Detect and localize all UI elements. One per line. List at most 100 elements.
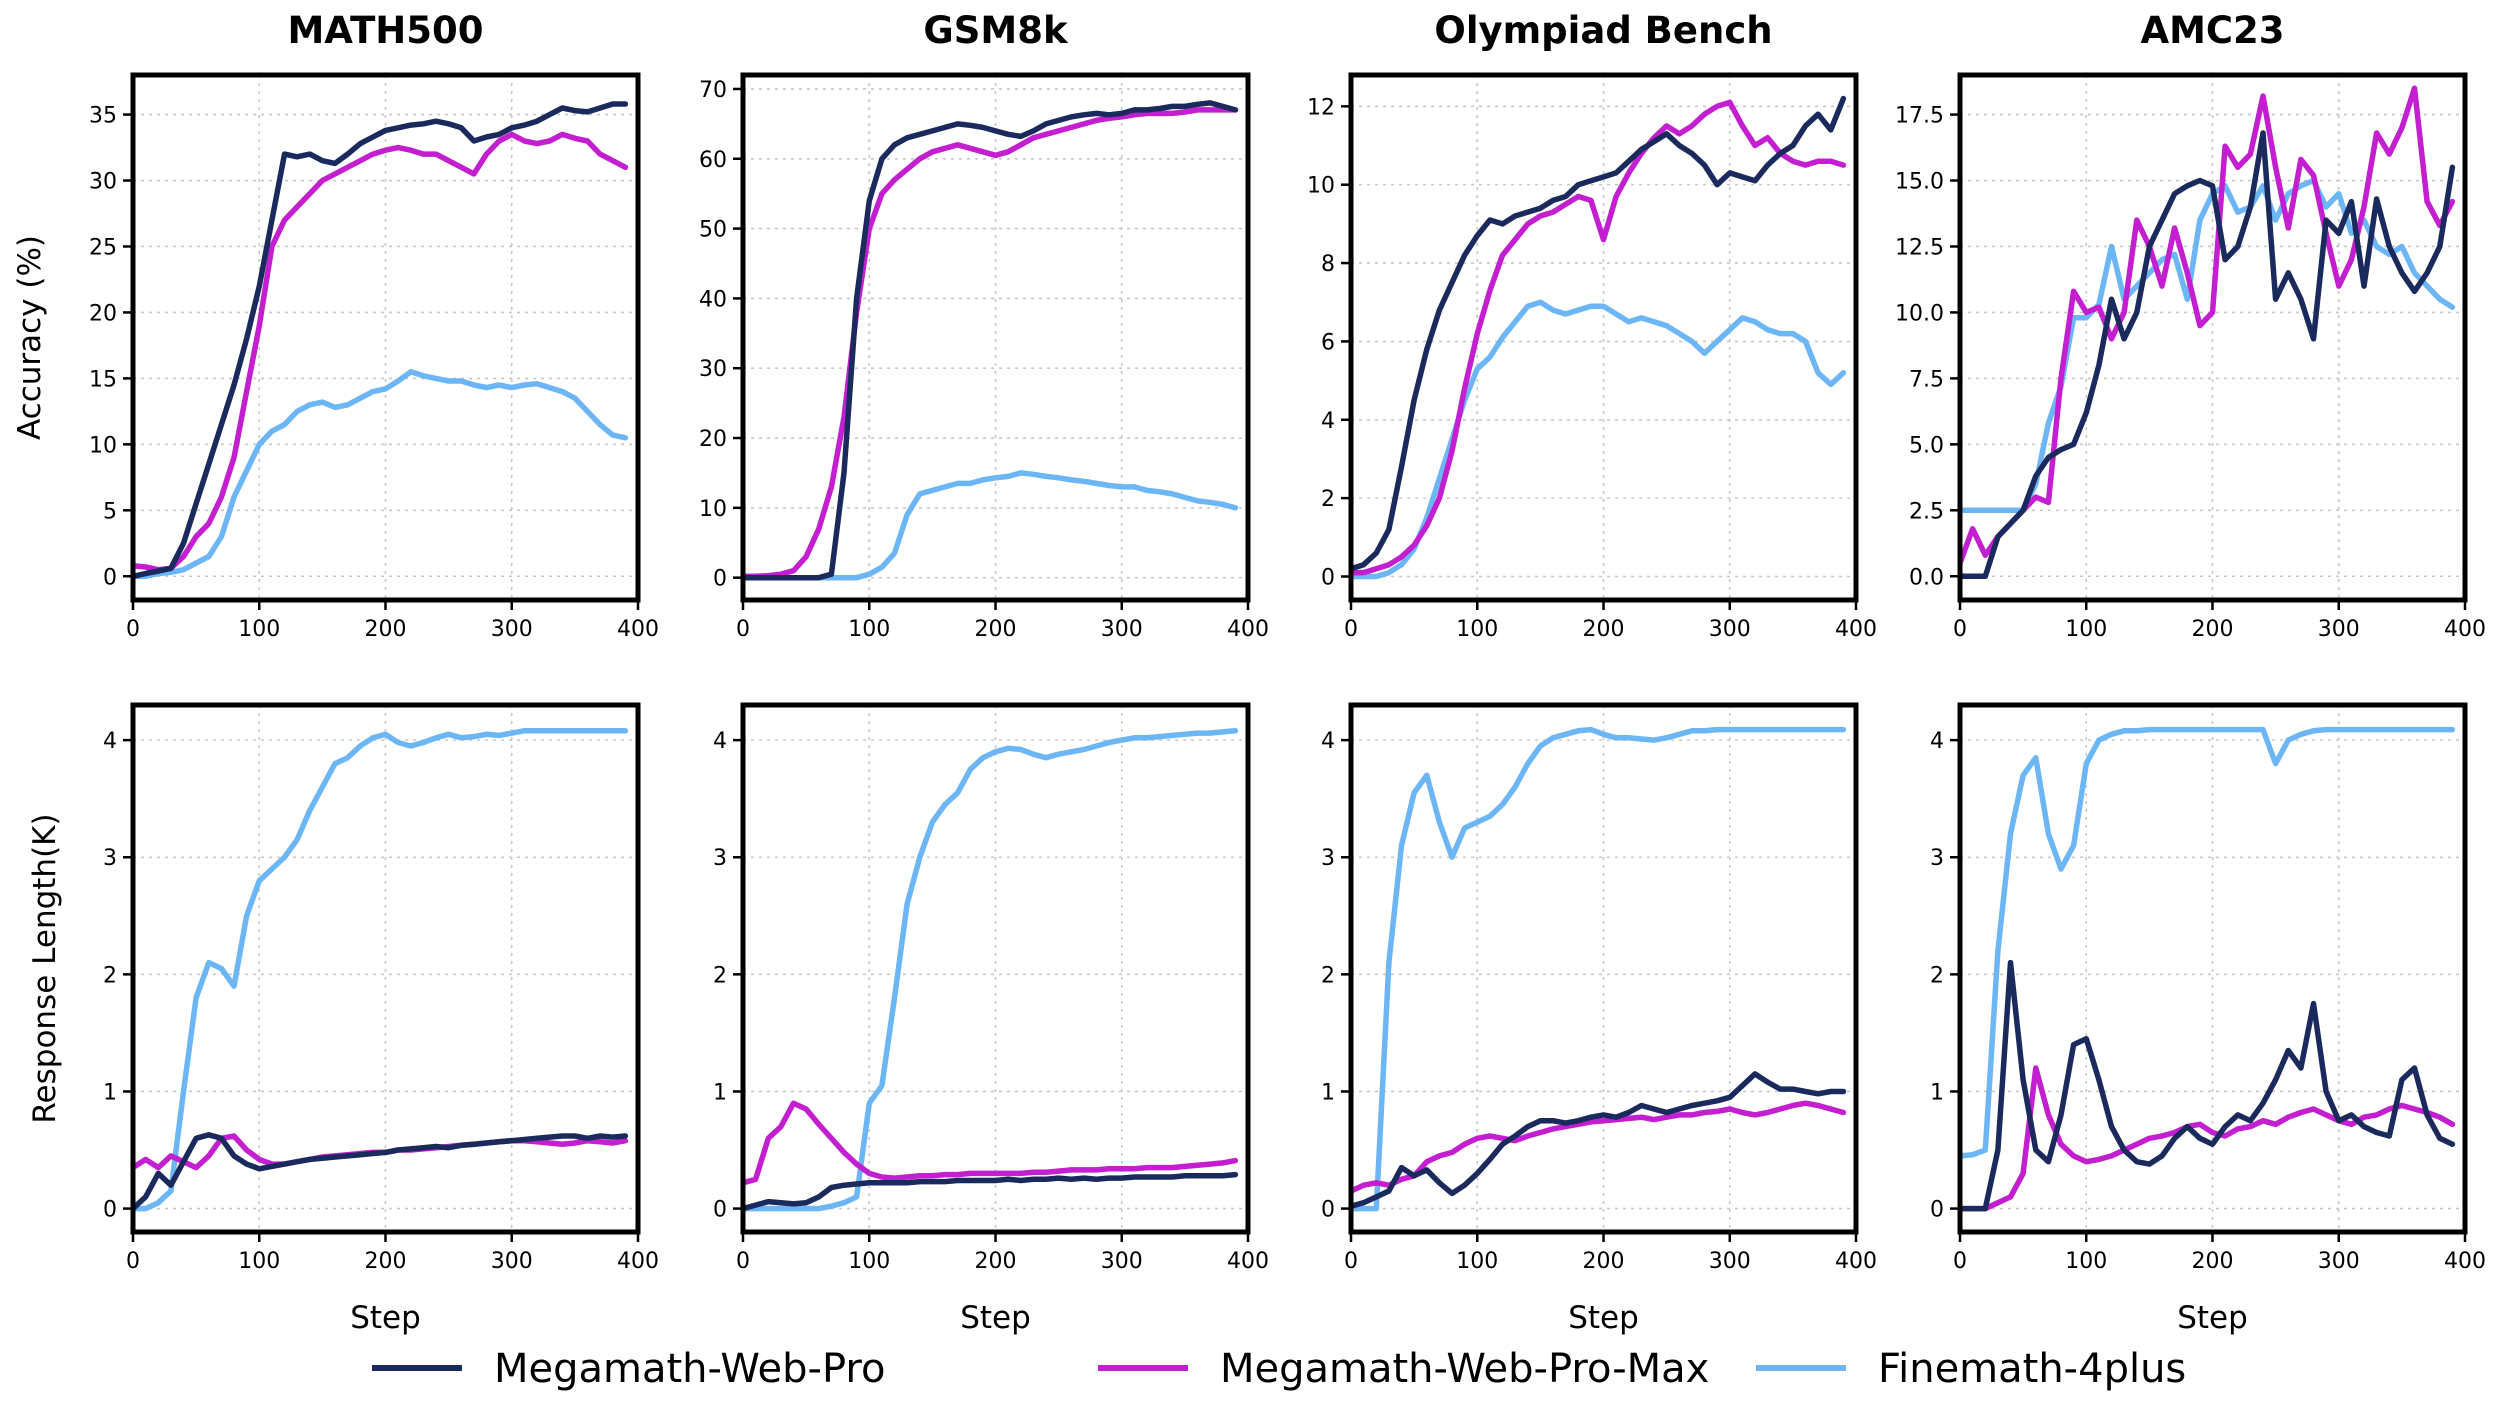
x-tick-label: 200 — [2192, 617, 2234, 642]
y-tick-label: 0.0 — [1909, 565, 1944, 590]
x-tick-label: 100 — [238, 617, 280, 642]
x-tick-label: 200 — [975, 617, 1017, 642]
y-tick-label: 2 — [713, 963, 727, 988]
plot-frame — [1348, 72, 1859, 603]
series-line-megamath-web-pro — [743, 100, 1239, 581]
y-tick-label: 17.5 — [1895, 104, 1944, 129]
y-tick-label: 3 — [1930, 846, 1944, 871]
x-tick-label: 300 — [491, 617, 533, 642]
y-tick-label: 2.5 — [1909, 499, 1944, 524]
x-tick-label: 200 — [975, 1249, 1017, 1274]
legend-label-1: Megamath-Web-Pro — [494, 1346, 885, 1392]
y-tick-label: 3 — [1321, 846, 1335, 871]
x-tick-label: 0 — [1953, 1249, 1967, 1274]
y-tick-label: 1 — [1321, 1080, 1335, 1105]
series-line-megamath-web-pro — [1351, 1071, 1847, 1209]
y-tick-label: 50 — [699, 218, 727, 243]
chart-title: MATH500 — [287, 9, 483, 52]
y-tick-label: 25 — [89, 235, 117, 260]
y-tick-label: 70 — [699, 78, 727, 103]
x-axis-label: Step — [960, 1300, 1031, 1336]
chart-panel-7: 0 100 200 300 400 0 1 2 3 4 Step — [1321, 702, 1877, 1336]
x-tick-label: 0 — [126, 1249, 140, 1274]
y-tick-label: 4 — [1930, 729, 1944, 754]
series-line-megamath-web-pro-max — [743, 107, 1239, 580]
chart-panel-8: 0 100 200 300 400 0 1 2 3 4 Step — [1930, 702, 2486, 1336]
x-tick-label: 300 — [1709, 617, 1751, 642]
plot-frame — [1957, 702, 2468, 1235]
legend-label-3: Finemath-4plus — [1878, 1346, 2186, 1392]
series-line-megamath-web-pro — [133, 101, 629, 580]
series-line-megamath-web-pro-max — [1960, 85, 2456, 566]
panels: 0 100 200 300 40005101520253035MATH500Accura… — [12, 9, 2486, 1336]
x-tick-label: 200 — [365, 617, 407, 642]
y-tick-label: 0 — [103, 565, 117, 590]
series-line-megamath-web-pro — [1960, 130, 2456, 580]
series-line-megamath-web-pro-max — [1960, 1065, 2456, 1212]
y-tick-label: 6 — [1321, 330, 1335, 355]
y-tick-label: 0 — [1321, 565, 1335, 590]
y-tick-label: 1 — [103, 1080, 117, 1105]
y-tick-label: 7.5 — [1909, 367, 1944, 392]
series-line-finemath-4plus — [133, 369, 629, 580]
y-tick-label: 60 — [699, 148, 727, 173]
x-tick-label: 100 — [2065, 617, 2107, 642]
plot-frame — [740, 72, 1251, 603]
y-tick-label: 1 — [713, 1080, 727, 1105]
y-tick-label: 20 — [699, 427, 727, 452]
plot-frame — [1957, 72, 2468, 603]
x-tick-label: 400 — [617, 617, 659, 642]
series-line-finemath-4plus — [1351, 726, 1847, 1212]
x-tick-label: 300 — [1709, 1249, 1751, 1274]
x-tick-label: 100 — [238, 1249, 280, 1274]
y-tick-label: 3 — [713, 846, 727, 871]
x-tick-label: 300 — [1101, 1249, 1143, 1274]
x-tick-label: 100 — [1456, 617, 1498, 642]
y-tick-label: 30 — [89, 170, 117, 195]
series-line-finemath-4plus — [1960, 177, 2456, 514]
x-tick-label: 100 — [848, 617, 890, 642]
plot-frame — [130, 702, 641, 1235]
x-tick-label: 400 — [1835, 617, 1877, 642]
y-tick-label: 5 — [103, 499, 117, 524]
x-axis-label: Step — [1568, 1300, 1639, 1336]
y-tick-label: 2 — [103, 963, 117, 988]
chart-title: AMC23 — [2140, 9, 2284, 52]
y-tick-label: 0 — [103, 1198, 117, 1223]
series-line-finemath-4plus — [743, 470, 1239, 581]
y-tick-label: 15 — [89, 367, 117, 392]
x-tick-label: 100 — [2065, 1249, 2107, 1274]
series-line-megamath-web-pro — [1351, 95, 1847, 572]
y-tick-label: 3 — [103, 846, 117, 871]
x-tick-label: 400 — [617, 1249, 659, 1274]
series-line-megamath-web-pro-max — [133, 131, 629, 573]
x-tick-label: 400 — [1227, 1249, 1269, 1274]
x-tick-label: 0 — [1953, 617, 1967, 642]
x-tick-label: 0 — [126, 617, 140, 642]
x-tick-label: 200 — [365, 1249, 407, 1274]
y-tick-label: 1 — [1930, 1080, 1944, 1105]
x-tick-label: 400 — [1835, 1249, 1877, 1274]
y-tick-label: 10 — [1307, 174, 1335, 199]
x-tick-label: 0 — [736, 617, 750, 642]
y-tick-label: 0 — [713, 567, 727, 592]
x-tick-label: 200 — [2192, 1249, 2234, 1274]
y-tick-label: 0 — [1321, 1198, 1335, 1223]
series-line-megamath-web-pro — [133, 1132, 629, 1212]
x-tick-label: 200 — [1583, 617, 1625, 642]
y-tick-label: 10 — [699, 497, 727, 522]
x-tick-label: 300 — [491, 1249, 533, 1274]
y-tick-label: 5.0 — [1909, 433, 1944, 458]
chart-panel-2: 0 100 200 300 400 0 10 20 30 40 50 60 70 GSM8k — [699, 9, 1269, 642]
legend: Megamath-Web-Pro Megamath-Web-Pro-Max Fine… — [372, 1346, 2186, 1392]
y-tick-label: 4 — [713, 729, 727, 754]
series-line-megamath-web-pro-max — [1351, 1100, 1847, 1194]
x-tick-label: 400 — [1227, 617, 1269, 642]
y-tick-label: 0 — [713, 1198, 727, 1223]
y-tick-label: 12 — [1307, 95, 1335, 120]
chart-panel-1: 0 100 200 300 400 0 5 10 15 20 25 30 35 MATH500 Accura… — [12, 9, 659, 642]
series-line-megamath-web-pro-max — [743, 1100, 1239, 1186]
series-line-megamath-web-pro-max — [1351, 99, 1847, 576]
plot-frame — [130, 72, 641, 603]
